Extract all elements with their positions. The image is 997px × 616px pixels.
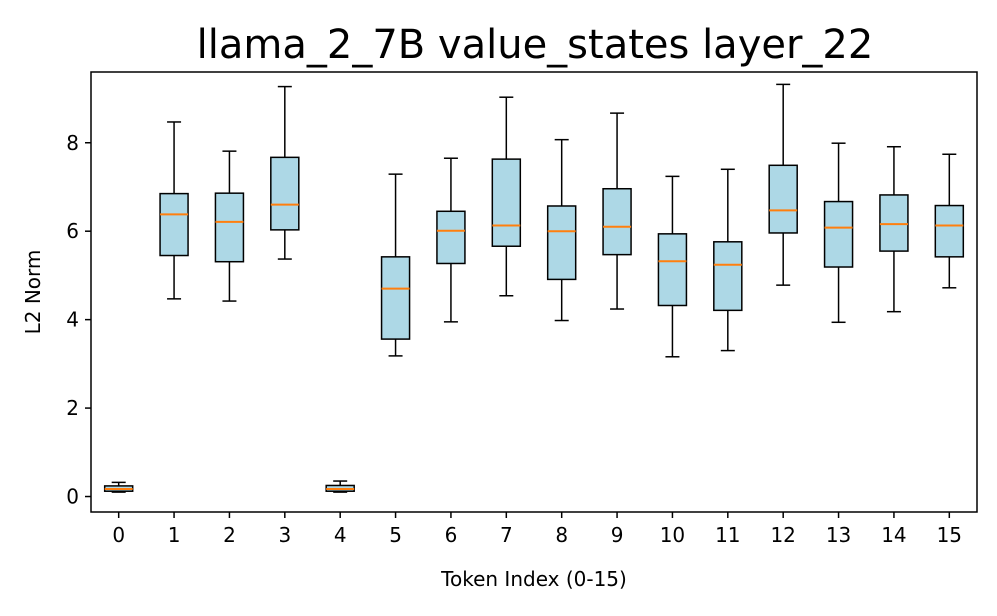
box-group-13 [823,142,854,324]
box-group-9 [602,112,632,310]
x-tick-label: 10 [660,523,685,547]
y-axis-ticks: 0 2 4 6 8 [66,131,91,509]
y-tick-label: 0 [66,485,79,509]
y-tick-label: 2 [66,396,79,420]
box-group-7 [491,96,522,297]
x-axis-label: Token Index (0-15) [440,567,627,591]
x-tick-label: 12 [770,523,795,547]
box-group-10 [657,175,688,358]
box-group-1 [159,121,189,300]
x-tick-label: 3 [278,523,291,547]
x-axis-ticks: 0 1 2 3 4 5 6 7 8 9 10 11 12 13 14 15 [112,512,962,547]
box-iqr [159,192,189,257]
box-group-4 [325,480,355,493]
box-group-6 [436,157,466,323]
box-iqr [934,204,965,258]
box-iqr [491,158,522,247]
y-tick-label: 8 [66,131,79,155]
box-group-14 [879,145,909,313]
plot-area [103,83,965,493]
box-group-2 [214,150,245,302]
box-group-0 [103,481,134,493]
box-group-15 [934,153,965,289]
box-group-8 [546,138,577,322]
y-tick-label: 6 [66,219,79,243]
box-iqr [823,200,854,268]
x-tick-label: 8 [555,523,568,547]
box-group-11 [713,168,743,352]
x-tick-label: 14 [881,523,906,547]
box-iqr [270,156,300,231]
box-group-5 [380,173,411,357]
x-tick-label: 0 [112,523,125,547]
chart-title: llama_2_7B value_states layer_22 [197,22,874,68]
box-iqr [436,210,466,265]
box-iqr [380,256,411,340]
x-tick-label: 5 [389,523,402,547]
box-iqr [879,194,909,252]
box-group-12 [768,83,798,286]
x-tick-label: 9 [611,523,624,547]
x-tick-label: 13 [826,523,851,547]
box-iqr [602,187,632,256]
box-iqr [657,233,688,307]
x-tick-label: 1 [168,523,181,547]
box-iqr [214,192,245,263]
x-tick-label: 7 [500,523,513,547]
box-iqr [713,241,743,312]
x-tick-label: 15 [937,523,962,547]
box-group-3 [270,85,300,260]
x-tick-label: 4 [334,523,347,547]
axes-frame [90,71,978,513]
y-tick-label: 4 [66,308,79,332]
x-tick-label: 2 [223,523,236,547]
x-tick-label: 6 [445,523,458,547]
y-axis-label: L2 Norm [21,250,45,335]
box-iqr [546,205,577,281]
x-tick-label: 11 [715,523,740,547]
box-iqr [768,164,798,234]
